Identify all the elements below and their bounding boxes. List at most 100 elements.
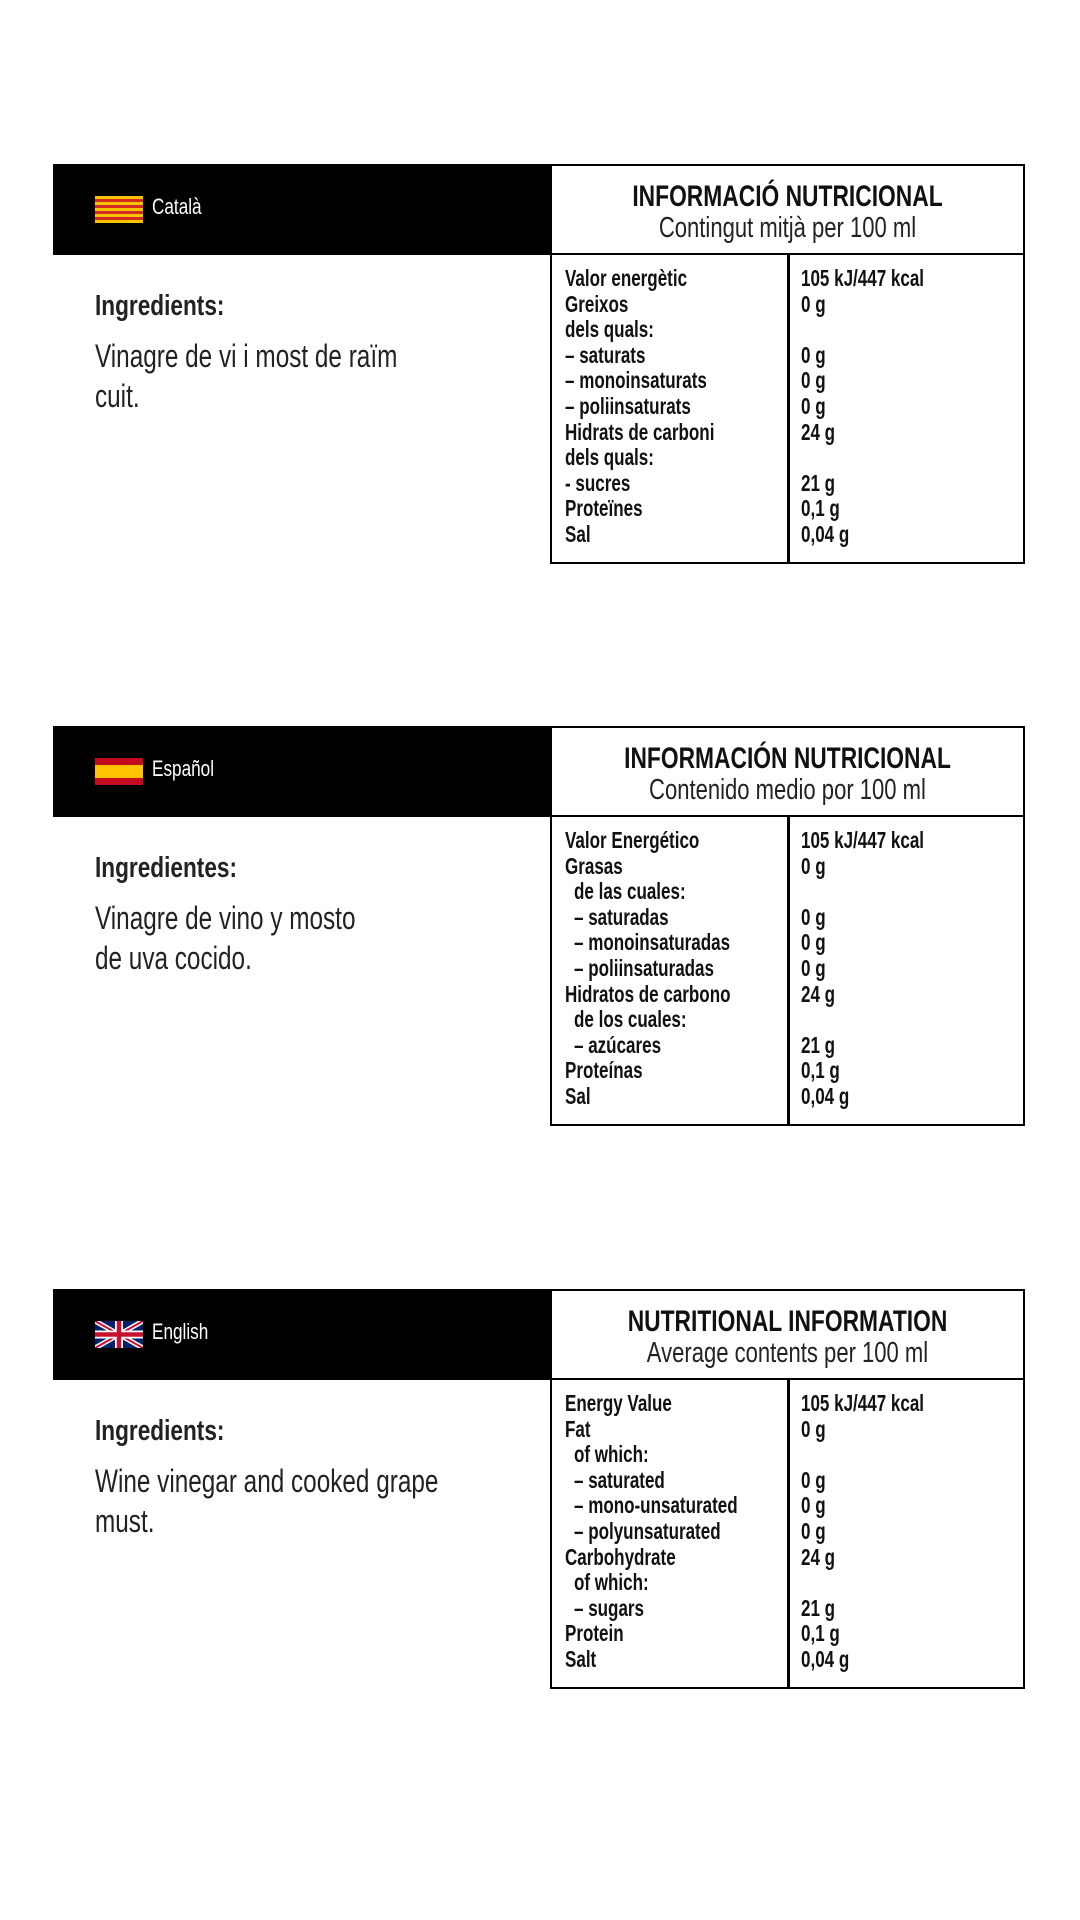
- nutrient-label: Protein: [565, 1620, 624, 1647]
- nutrient-label: Fat: [565, 1415, 591, 1442]
- nutrient-label: – saturated: [574, 1466, 665, 1493]
- nutrient-value: 21 g: [801, 469, 836, 496]
- language-label: Español: [152, 756, 215, 781]
- nutrient-value: 0 g: [801, 929, 826, 956]
- nutrient-label: – poliinsaturadas: [574, 954, 714, 981]
- nutrient-label: Energy Value: [565, 1390, 672, 1416]
- nutrition-row: Proteïnes 0,1 g: [565, 496, 1023, 522]
- ingredients-line-1: Wine vinegar and cooked grape: [95, 1463, 439, 1499]
- nutrition-table: INFORMACIÓN NUTRICIONAL Contenido medio …: [550, 726, 1025, 1126]
- language-header-bar: English: [53, 1289, 550, 1380]
- language-header-bar: Català: [53, 164, 550, 255]
- nutrient-label: – saturadas: [574, 903, 669, 930]
- nutrient-label: Salt: [565, 1645, 597, 1672]
- language-header-bar: Español: [53, 726, 550, 817]
- nutrition-row: de los cuales:: [565, 1007, 1023, 1033]
- nutrition-subtitle: Average contents per 100 ml: [646, 1337, 929, 1369]
- nutrition-row: – monoinsaturats 0 g: [565, 368, 1023, 394]
- nutrient-value: 0 g: [801, 852, 826, 879]
- nutrient-value: 105 kJ/447 kcal: [801, 265, 925, 291]
- nutrient-value: 0 g: [801, 367, 826, 394]
- column-divider: [787, 255, 790, 562]
- nutrient-label: Valor Energético: [565, 827, 700, 853]
- nutrition-table-header: NUTRITIONAL INFORMATION Average contents…: [552, 1291, 1023, 1380]
- language-label: English: [152, 1319, 209, 1344]
- nutrition-title: INFORMACIÓ NUTRICIONAL: [632, 180, 943, 213]
- ingredients-text: Vinagre de vi i most de raïm cuit.: [95, 336, 397, 416]
- nutrition-row: - sucres 21 g: [565, 469, 1023, 497]
- nutrition-row: – saturats 0 g: [565, 341, 1023, 369]
- nutrient-value: 0 g: [801, 954, 826, 981]
- nutrition-rows: Valor energètic 105 kJ/447 kcal Greixos 0 g…: [565, 266, 1023, 548]
- nutrition-rows: Energy Value 105 kJ/447 kcal Fat 0 g of whic…: [565, 1391, 1023, 1673]
- nutrition-row: Greixos 0 g: [565, 290, 1023, 318]
- nutrient-label: – mono-unsaturated: [574, 1492, 738, 1519]
- nutrition-row: – sugars 21 g: [565, 1594, 1023, 1622]
- nutrient-value: 0 g: [801, 1492, 826, 1519]
- nutrient-label: dels quals:: [565, 316, 654, 343]
- nutrition-row: – saturadas 0 g: [565, 903, 1023, 931]
- nutrient-value: 24 g: [801, 980, 836, 1007]
- nutrition-title: INFORMACIÓN NUTRICIONAL: [624, 742, 951, 775]
- nutrient-label: – monoinsaturats: [565, 367, 707, 394]
- catalonia-flag-icon: [95, 196, 143, 223]
- nutrition-row: Hidratos de carbono 24 g: [565, 980, 1023, 1008]
- nutrient-value: 0 g: [801, 341, 826, 368]
- nutrient-label: Sal: [565, 520, 591, 547]
- nutrition-row: Grasas 0 g: [565, 852, 1023, 880]
- nutrient-label: de las cuales:: [574, 878, 686, 905]
- nutrition-table: NUTRITIONAL INFORMATION Average contents…: [550, 1289, 1025, 1689]
- nutrition-row: – polyunsaturated 0 g: [565, 1517, 1023, 1545]
- nutrient-value: 0 g: [801, 903, 826, 930]
- nutrition-row: – mono-unsaturated 0 g: [565, 1493, 1023, 1519]
- ingredients-line-2: must.: [95, 1503, 155, 1539]
- nutrition-row: dels quals:: [565, 317, 1023, 343]
- nutrient-label: – saturats: [565, 341, 646, 368]
- nutrient-label: - sucres: [565, 469, 631, 496]
- nutrition-subtitle: Contingut mitjà per 100 ml: [658, 212, 917, 244]
- nutrient-label: Sal: [565, 1082, 591, 1109]
- ingredients-label: Ingredientes:: [95, 852, 238, 884]
- nutrient-value: 0 g: [801, 392, 826, 419]
- nutrient-value: 0,1 g: [801, 1057, 840, 1084]
- nutrient-value: 0 g: [801, 290, 826, 317]
- ingredients-label: Ingredients:: [95, 1415, 225, 1447]
- nutrition-row: – monoinsaturadas 0 g: [565, 930, 1023, 956]
- nutrition-row: de las cuales:: [565, 879, 1023, 905]
- nutrition-row: Hidrats de carboni 24 g: [565, 418, 1023, 446]
- nutrition-row: – poliinsaturats 0 g: [565, 392, 1023, 420]
- nutrition-row: of which:: [565, 1570, 1023, 1596]
- spain-flag-icon: [95, 758, 143, 785]
- nutrition-row: – saturated 0 g: [565, 1466, 1023, 1494]
- nutrition-row: Sal 0,04 g: [565, 520, 1023, 548]
- ingredients-text: Vinagre de vino y mosto de uva cocido.: [95, 898, 355, 978]
- nutrient-value: 105 kJ/447 kcal: [801, 1390, 925, 1416]
- nutrient-label: Grasas: [565, 852, 623, 879]
- nutrient-label: Greixos: [565, 290, 629, 317]
- nutrition-table-header: INFORMACIÓN NUTRICIONAL Contenido medio …: [552, 728, 1023, 817]
- nutrition-row: Valor energètic 105 kJ/447 kcal: [565, 266, 1023, 292]
- nutrient-value: 0 g: [801, 1517, 826, 1544]
- nutrient-label: Hidrats de carboni: [565, 418, 715, 445]
- nutrient-value: 0,1 g: [801, 495, 840, 522]
- nutrient-label: Proteïnes: [565, 495, 643, 522]
- nutrient-label: – sugars: [574, 1594, 645, 1621]
- ingredients-text: Wine vinegar and cooked grape must.: [95, 1461, 438, 1541]
- language-label: Català: [152, 194, 202, 219]
- nutrition-row: – azúcares 21 g: [565, 1032, 1023, 1059]
- ingredients-label: Ingredients:: [95, 290, 225, 322]
- ingredients-line-2: cuit.: [95, 378, 140, 414]
- column-divider: [787, 817, 790, 1124]
- nutrient-label: – polyunsaturated: [574, 1517, 721, 1544]
- nutrition-row: Sal 0,04 g: [565, 1082, 1023, 1110]
- nutrient-label: – poliinsaturats: [565, 392, 691, 419]
- nutrient-label: Valor energètic: [565, 265, 688, 291]
- nutrition-table: INFORMACIÓ NUTRICIONAL Contingut mitjà p…: [550, 164, 1025, 564]
- nutrition-row: – poliinsaturadas 0 g: [565, 954, 1023, 982]
- nutrient-label: Proteínas: [565, 1057, 643, 1084]
- nutrient-value: 0 g: [801, 1415, 826, 1442]
- nutrition-rows: Valor Energético 105 kJ/447 kcal Grasas 0 g…: [565, 828, 1023, 1110]
- nutrition-row: of which:: [565, 1442, 1023, 1468]
- nutrient-label: Carbohydrate: [565, 1543, 676, 1570]
- ingredients-line-1: Vinagre de vi i most de raïm: [95, 338, 398, 374]
